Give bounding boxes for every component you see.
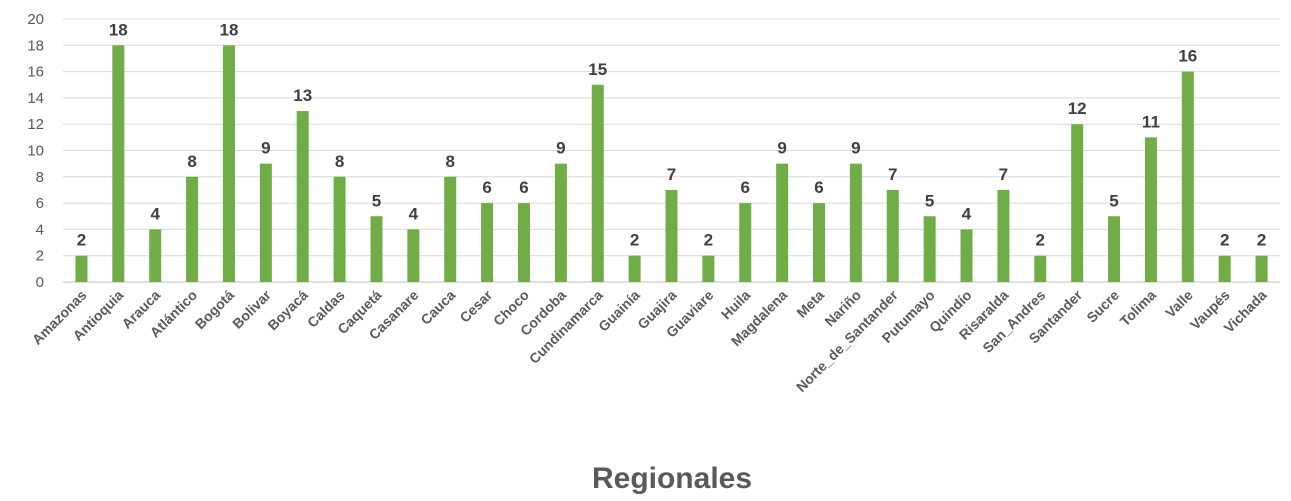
bar xyxy=(75,255,88,282)
data-label: 2 xyxy=(1036,231,1045,250)
bar xyxy=(444,176,457,282)
data-label: 8 xyxy=(335,152,344,171)
bar xyxy=(259,163,272,282)
x-axis-tick-labels: AmazonasAntioquiaAraucaAtlánticoBogotáBo… xyxy=(29,286,1270,395)
bar xyxy=(1071,124,1084,282)
data-label: 12 xyxy=(1068,99,1087,118)
bar xyxy=(1108,216,1121,282)
bar xyxy=(1255,255,1268,282)
x-tick-label: Valle xyxy=(1162,287,1196,321)
data-label: 5 xyxy=(372,191,381,210)
bar xyxy=(517,203,530,282)
data-label: 2 xyxy=(77,231,86,250)
data-label: 4 xyxy=(962,204,972,223)
y-tick-label: 20 xyxy=(27,11,44,28)
bar xyxy=(886,189,899,282)
data-label: 9 xyxy=(777,139,786,158)
data-label: 9 xyxy=(556,139,565,158)
data-label: 7 xyxy=(667,165,676,184)
bar xyxy=(1144,137,1157,282)
y-tick-label: 8 xyxy=(36,169,44,186)
x-tick-label: Meta xyxy=(793,287,827,321)
data-label: 5 xyxy=(1109,191,1118,210)
bar xyxy=(628,255,641,282)
data-label: 11 xyxy=(1142,112,1160,131)
data-labels: 2 18 4 8 18 9 13 8 5 4 8 6 6 9 15 2 7 2 6 9 6 9 7 5 4 7 2 12 5 11 16 2 2 xyxy=(77,20,1267,249)
data-label: 4 xyxy=(150,204,160,223)
y-tick-label: 16 xyxy=(27,64,44,81)
bar xyxy=(776,163,789,282)
data-label: 16 xyxy=(1178,47,1197,66)
bar xyxy=(665,189,678,282)
y-tick-label: 18 xyxy=(27,37,44,54)
bar xyxy=(186,176,199,282)
data-label: 2 xyxy=(630,231,639,250)
x-tick-label: Sucre xyxy=(1083,287,1122,326)
y-tick-label: 6 xyxy=(36,195,44,212)
y-tick-label: 0 xyxy=(36,274,44,291)
bar xyxy=(296,111,309,282)
y-tick-label: 10 xyxy=(27,143,44,160)
bar xyxy=(923,216,936,282)
x-tick-label: Tolima xyxy=(1117,287,1160,330)
x-axis-title: Regionales xyxy=(592,462,752,495)
data-label: 6 xyxy=(482,178,491,197)
bar xyxy=(739,203,752,282)
data-label: 8 xyxy=(445,152,454,171)
bar xyxy=(997,189,1010,282)
x-tick-label: Bogotá xyxy=(192,287,238,333)
data-label: 18 xyxy=(219,20,238,39)
y-tick-label: 2 xyxy=(36,248,44,265)
data-label: 7 xyxy=(888,165,897,184)
data-label: 9 xyxy=(261,139,270,158)
data-label: 4 xyxy=(409,204,419,223)
data-label: 18 xyxy=(109,20,128,39)
bar xyxy=(149,229,162,282)
data-label: 2 xyxy=(704,231,713,250)
bar xyxy=(370,216,383,282)
data-label: 2 xyxy=(1257,231,1266,250)
bar xyxy=(960,229,973,282)
x-tick-label: Boyacá xyxy=(264,287,311,334)
data-label: 6 xyxy=(519,178,528,197)
data-label: 6 xyxy=(814,178,823,197)
data-label: 15 xyxy=(588,60,607,79)
bar xyxy=(849,163,862,282)
x-tick-label: Cauca xyxy=(417,287,458,328)
x-tick-label: Guainía xyxy=(595,287,643,335)
bar xyxy=(554,163,567,282)
bar xyxy=(112,45,125,282)
x-tick-label: Cesar xyxy=(456,286,495,325)
y-tick-label: 14 xyxy=(27,90,44,107)
data-label: 2 xyxy=(1220,231,1229,250)
bars xyxy=(75,45,1268,282)
bar xyxy=(1218,255,1231,282)
data-label: 5 xyxy=(925,191,934,210)
bar xyxy=(1181,71,1194,282)
y-tick-label: 12 xyxy=(27,116,44,133)
y-axis-tick-labels: 0 2 4 6 8 10 12 14 16 18 20 xyxy=(27,11,44,291)
data-label: 8 xyxy=(187,152,196,171)
bar xyxy=(1034,255,1047,282)
bar xyxy=(591,84,604,282)
data-label: 7 xyxy=(999,165,1008,184)
data-label: 9 xyxy=(851,139,860,158)
bar xyxy=(333,176,346,282)
bar xyxy=(813,203,826,282)
y-tick-label: 4 xyxy=(36,221,44,238)
bar xyxy=(481,203,494,282)
bar xyxy=(407,229,420,282)
data-label: 13 xyxy=(293,86,312,105)
data-label: 6 xyxy=(741,178,750,197)
bar xyxy=(222,45,235,282)
bar xyxy=(702,255,715,282)
